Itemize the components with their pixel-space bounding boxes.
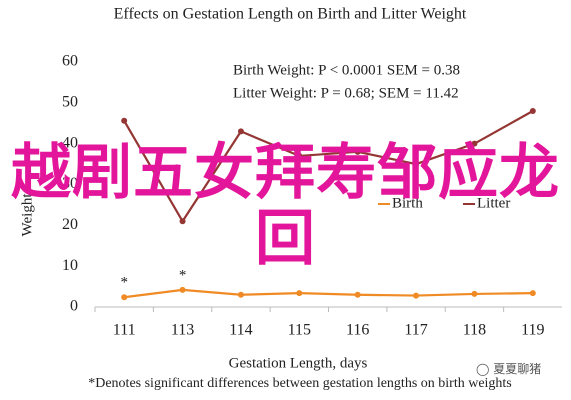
point	[413, 292, 420, 299]
x-tick-label: 119	[521, 322, 544, 339]
y-tick-label: 20	[62, 216, 78, 233]
x-axis-label: Gestation Length, days	[229, 355, 368, 371]
point	[179, 286, 186, 293]
x-tick-label: 118	[463, 322, 486, 339]
x-tick-label: 113	[171, 322, 194, 339]
series-line	[123, 110, 534, 224]
x-tick-label: 114	[229, 322, 252, 339]
legend-label: Litter	[477, 195, 510, 211]
chart-title: Effects on Gestation Length on Birth and…	[114, 6, 467, 23]
annotation: Litter Weight: P = 0.68; SEM = 11.42	[233, 85, 459, 101]
y-tick-label: 50	[62, 94, 78, 111]
point	[237, 291, 244, 298]
point	[471, 140, 478, 147]
point	[296, 290, 303, 297]
x-tick-label: 116	[346, 322, 369, 339]
y-tick-label: 0	[70, 298, 78, 315]
footnote: *Denotes significant differences between…	[88, 376, 512, 391]
point	[121, 117, 128, 124]
point	[354, 291, 361, 298]
overlay-text: 越剧五女拜寿邹应龙回	[11, 138, 560, 274]
point	[413, 161, 420, 168]
x-tick-label: 117	[404, 322, 427, 339]
point	[296, 152, 303, 159]
y-tick-label: 30	[62, 175, 78, 192]
y-tick-label: 40	[62, 134, 78, 151]
y-tick-label: 60	[62, 53, 78, 70]
series-line	[124, 288, 533, 299]
y-tick-label: 10	[62, 257, 78, 274]
x-tick-label: 115	[288, 322, 311, 339]
point	[237, 128, 244, 135]
point	[354, 148, 361, 155]
significance-mark: *	[179, 267, 187, 283]
y-axis-label: Weight	[19, 193, 35, 237]
legend-label: Birth	[392, 195, 423, 211]
annotation: Birth Weight: P < 0.0001 SEM = 0.38	[233, 62, 460, 78]
point	[471, 290, 478, 297]
point	[179, 218, 186, 225]
point	[529, 290, 536, 297]
point	[121, 294, 128, 301]
x-tick-label: 111	[113, 322, 136, 339]
watermark: ◯ 夏夏聊猪	[476, 362, 542, 376]
point	[529, 108, 536, 114]
significance-mark: *	[120, 275, 128, 291]
watermark-text: 夏夏聊猪	[493, 362, 542, 376]
